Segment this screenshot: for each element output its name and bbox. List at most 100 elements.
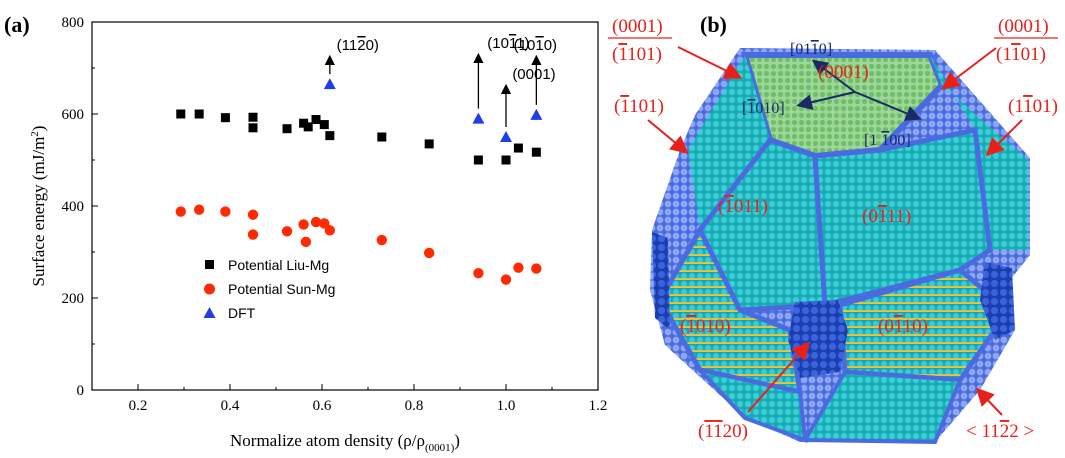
data-point-triangle — [530, 108, 543, 120]
data-point-square — [220, 113, 230, 123]
x-tick-label: 0.8 — [405, 398, 424, 414]
data-point-square — [311, 115, 321, 125]
dir3-post: 00] — [889, 132, 910, 149]
arrow-top-left — [677, 46, 743, 79]
tld-bar: 1 — [618, 44, 627, 65]
legend-marker-sun — [204, 283, 215, 295]
data-point-circle — [220, 206, 231, 217]
data-point-square — [473, 155, 483, 165]
label-top-right-num: (0001) — [998, 16, 1049, 37]
legend: Potential Liu-Mg Potential Sun-Mg DFT — [203, 257, 335, 321]
x-axis-title-end: ) — [454, 431, 460, 450]
panel-a-label: (a) — [4, 12, 30, 37]
legend-label-sun: Potential Sun-Mg — [228, 281, 335, 297]
br-post: 2 > — [1009, 421, 1034, 442]
data-point-square — [424, 139, 434, 149]
data-point-circle — [281, 226, 293, 237]
fll-pre: ( — [680, 316, 686, 337]
dir1-bar: 1 — [811, 41, 819, 58]
data-point-triangle — [472, 112, 485, 124]
label-top-left-den: (1101) — [612, 44, 662, 65]
data-point-circle — [193, 204, 205, 215]
rm-post: 01) — [1033, 96, 1058, 117]
br-pre: < 11 — [966, 421, 1000, 442]
label-top-right-den: (1101) — [996, 44, 1046, 65]
arrow-right-mid — [985, 119, 1023, 157]
data-point-triangle — [500, 131, 512, 142]
data-point-square — [248, 123, 258, 133]
label-left-mid: (1101) — [614, 96, 664, 117]
br-bar: 2 — [1000, 421, 1010, 442]
tld-pre: ( — [612, 44, 618, 65]
face-blue-right — [980, 262, 1015, 340]
data-point-square — [299, 118, 309, 128]
data-point-square — [501, 155, 511, 165]
data-point-square — [319, 120, 329, 130]
panel-b-label: (b) — [700, 12, 727, 37]
direction-label-2: [1010] — [742, 100, 785, 117]
x-tick-label: 1.0 — [497, 398, 516, 414]
y-tick-label: 400 — [62, 199, 85, 215]
annot-pre: (11 — [337, 37, 358, 54]
y-tick-label: 800 — [62, 15, 85, 31]
label-face-m1010: (1010) — [680, 316, 731, 337]
y-axis-title-sup: 2 — [29, 131, 41, 137]
y-axis-title-main: Surface energy (mJ/m — [29, 137, 48, 287]
fr-pre: (0 — [862, 206, 878, 227]
data-point-square — [531, 147, 541, 157]
direction-arrow-1 — [811, 59, 856, 93]
data-point-circle — [310, 216, 322, 228]
arrow-left-mid — [647, 119, 689, 154]
dir2-pre: [ — [742, 100, 747, 117]
annot-pre: (10 — [487, 35, 509, 52]
data-point-circle — [247, 209, 259, 220]
dir2-bar: 1 — [747, 100, 755, 117]
face-m1011 — [697, 137, 828, 313]
data-point-circle — [423, 247, 435, 259]
direction-arrow-2 — [796, 91, 856, 111]
annotation-label: (1120) — [337, 37, 379, 54]
data-point-circle — [298, 219, 309, 230]
arrow-bottom-left — [747, 341, 810, 413]
trd-bar: 1 — [1011, 44, 1021, 65]
y-tick-label: 0 — [77, 383, 85, 399]
direction-label-1: [0110] — [790, 41, 832, 58]
label-right-mid: (1101) — [1008, 96, 1058, 117]
annot-pre: (0001) — [512, 66, 555, 83]
annot-bar: 1 — [535, 37, 543, 54]
label-face-m1011: (1011) — [718, 196, 768, 217]
bl-bar2: 1 — [713, 421, 723, 442]
arrow-bottom-right — [975, 387, 1003, 416]
data-point-square — [176, 109, 186, 119]
data-point-circle — [324, 225, 336, 236]
fl-post: 011) — [734, 196, 768, 217]
legend-label-liu: Potential Liu-Mg — [228, 257, 329, 273]
annot-end: 0) — [544, 37, 557, 54]
annot-end: 1) — [516, 35, 529, 52]
x-tick-label: 1.2 — [589, 398, 608, 414]
lm-post: 101) — [629, 96, 664, 117]
label-bottom-left: (1120) — [698, 421, 748, 442]
legend-label-dft: DFT — [228, 305, 256, 321]
fr-post: 11) — [887, 206, 912, 227]
y-axis-title-end: ) — [29, 126, 48, 132]
axis-ticks: 0.2 0.4 0.6 0.8 1.0 1.2 0 200 400 600 800 — [62, 15, 608, 414]
data-point-triangle — [323, 78, 336, 90]
label-top-face: (0001) — [818, 62, 869, 83]
data-point-circle — [247, 229, 259, 240]
rm-bar: 1 — [1023, 96, 1033, 117]
face-m1m120 — [788, 300, 848, 378]
x-axis-title-sub: (0001) — [425, 442, 455, 454]
dir3-pre: [1 — [864, 132, 881, 149]
legend-marker-dft — [203, 307, 216, 318]
data-point-circle — [513, 262, 524, 273]
annotation-label: (0001) — [512, 66, 555, 83]
data-point-square — [282, 124, 292, 134]
rm-pre: (1 — [1008, 96, 1023, 117]
direction-arrow-3 — [854, 91, 922, 121]
bl-post: 20) — [723, 421, 748, 442]
data-point-circle — [175, 206, 186, 217]
fll-bar: 1 — [686, 316, 696, 337]
direction-label-3: [1 100] — [864, 132, 911, 149]
tld-post: 101) — [627, 44, 662, 65]
